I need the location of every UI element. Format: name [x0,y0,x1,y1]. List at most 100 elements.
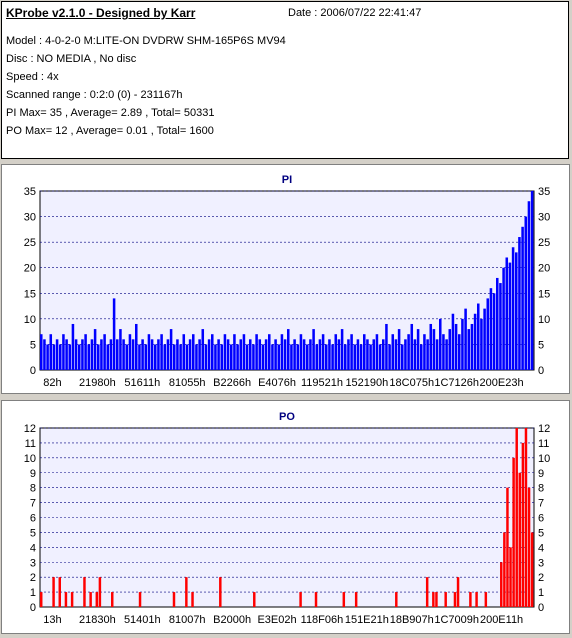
data-bar [469,592,472,607]
data-bar [220,344,224,370]
data-bar [144,344,148,370]
data-bar [337,339,341,370]
x-tick-label: E4076h [258,377,296,389]
data-bar [309,339,312,370]
y-tick-label-right: 5 [538,527,544,539]
data-bar [496,277,499,370]
data-bar [87,344,91,370]
y-tick-label-right: 5 [538,339,544,351]
data-bar [410,323,414,370]
data-bar [154,344,157,370]
data-bar [404,339,407,370]
data-bar [458,334,461,370]
data-bar [89,592,92,607]
data-bar [131,339,135,370]
data-bar [312,329,315,370]
data-bar [342,592,346,607]
data-bar [147,334,151,370]
y-tick-label-right: 3 [538,557,544,569]
data-bar [90,339,94,370]
data-bar [375,334,379,370]
y-tick-label-right: 12 [538,423,550,435]
y-tick-label-right: 4 [538,542,544,554]
data-bar [191,592,194,607]
data-bar [160,334,163,370]
po-chart-panel: PO 0 0 1 1 2 2 3 3 4 4 5 5 6 6 7 7 8 8 9 9 10 10 11 11 12 12 13h 218… [1,400,570,634]
data-bar [413,339,417,370]
data-bar [372,339,376,370]
data-bar [59,344,62,370]
data-bar [138,344,141,370]
data-bar [74,339,78,370]
data-bar [84,334,87,370]
x-tick-label: 151E21h [345,614,389,626]
y-tick-label-right: 10 [538,314,550,326]
y-tick-label-left: 10 [24,453,36,465]
data-bar [340,329,344,370]
data-bar [290,344,293,370]
data-bar [192,334,195,370]
data-bar [182,334,186,370]
data-bar [518,237,521,370]
data-bar [264,339,268,370]
data-bar [169,329,173,370]
x-tick-label: 51401h [124,614,161,626]
data-bar [173,344,176,370]
y-tick-label-left: 6 [30,513,36,525]
data-bar [52,577,55,607]
data-bar [97,344,100,370]
data-bar [198,339,201,370]
data-bar [103,334,106,370]
data-bar [43,339,46,370]
data-bar [293,339,296,370]
data-bar [185,577,188,607]
data-bar [261,344,265,370]
data-bar [65,339,68,370]
data-bar [283,339,287,370]
x-tick-label: 118F06h [301,614,344,626]
data-bar [524,428,528,607]
data-bar [135,323,138,370]
data-bar [444,592,447,607]
data-bar [233,334,236,370]
data-bar [489,288,493,370]
data-bar [506,487,509,607]
x-tick-label: 82h [43,377,61,389]
data-bar [515,428,518,607]
x-tick-label: 51611h [124,377,160,389]
data-bar [394,339,398,370]
y-tick-label-right: 35 [538,186,550,198]
x-tick-label: 21830h [79,614,116,626]
data-bar [432,329,436,370]
data-bar [470,323,474,370]
y-tick-label-right: 11 [538,438,549,450]
data-bar [95,592,99,607]
data-bar [456,577,460,607]
y-tick-label-right: 10 [538,453,550,465]
x-tick-label: 18C075h [389,377,434,389]
data-bar [325,344,328,370]
data-bar [201,329,205,370]
data-bar [407,334,410,370]
data-bar [420,344,423,370]
data-bar [252,344,255,370]
chart-title: PO [279,411,295,423]
model-line: Model : 4-0-2-0 M:LITE-ON DVDRW SHM-165P… [6,35,286,47]
data-bar [397,329,401,370]
data-bar [423,334,426,370]
x-tick-label: E3E02h [257,614,296,626]
data-bar [93,329,97,370]
y-tick-label-right: 25 [538,237,550,249]
y-tick-label-left: 30 [24,212,36,224]
data-bar [425,577,429,607]
x-tick-label: 13h [43,614,61,626]
data-bar [128,334,132,370]
y-tick-label-right: 6 [538,513,544,525]
x-tick-label: 200E23h [480,377,524,389]
x-tick-label: B2266h [213,377,251,389]
data-bar [138,592,142,607]
x-tick-label: 200E11h [480,614,523,626]
scan-date: Date : 2006/07/22 22:41:47 [288,7,422,19]
data-bar [223,334,227,370]
data-bar [207,339,211,370]
